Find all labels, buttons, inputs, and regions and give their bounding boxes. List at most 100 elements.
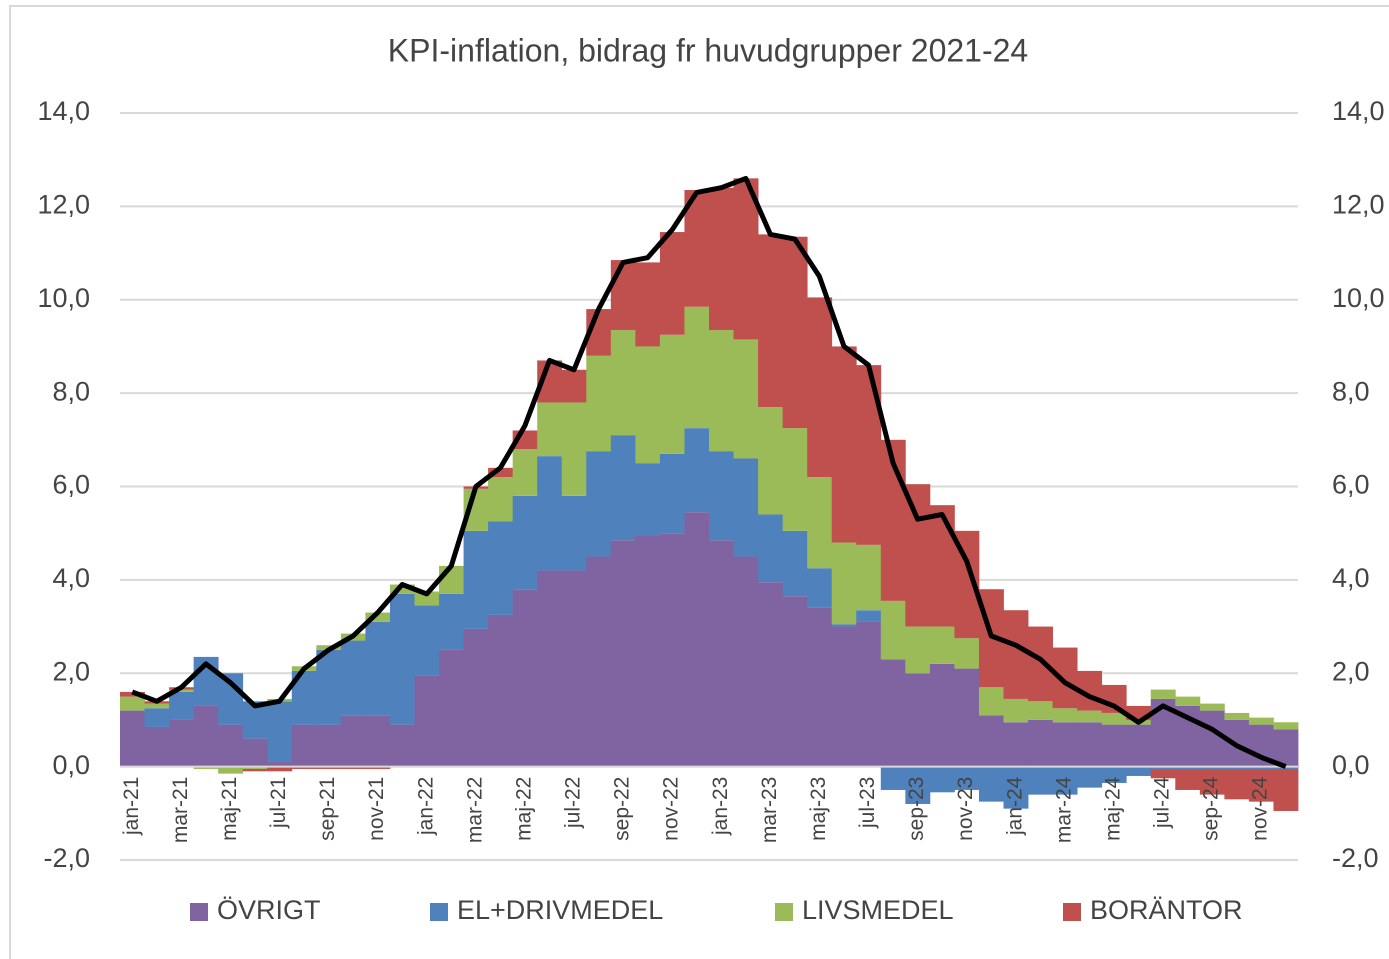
bar-segment <box>144 726 170 767</box>
bar-segment <box>340 715 366 767</box>
x-tick-label: sep-21 <box>316 777 339 841</box>
bar-segment <box>954 638 980 669</box>
y-tick-label: 6,0 <box>52 470 90 500</box>
bar-segment <box>512 495 538 590</box>
x-tick-label: sep-23 <box>905 777 928 841</box>
y-tick-label: -2,0 <box>43 843 90 873</box>
bar-segment <box>610 540 636 767</box>
bar-segment <box>831 542 857 625</box>
bar-segment <box>709 187 734 331</box>
legend-label: EL+DRIVMEDEL <box>457 895 663 925</box>
bar-segment <box>488 521 514 615</box>
bar-segment <box>561 495 587 571</box>
bar-segment <box>1150 766 1176 769</box>
bar-segment <box>1126 766 1152 776</box>
bar-segment <box>120 696 145 711</box>
bar-segment <box>905 484 931 627</box>
bar-segment <box>488 614 514 767</box>
bar-segment <box>856 621 882 767</box>
bar-segment <box>659 453 685 534</box>
y-tick-label: 4,0 <box>52 563 90 593</box>
bar-segment <box>1150 689 1176 699</box>
bar-segment <box>905 673 931 767</box>
bar-segment <box>905 626 931 674</box>
bar-segment <box>782 530 808 597</box>
bar-segment <box>218 724 244 767</box>
bar-segment <box>316 724 342 767</box>
bar-segment <box>1199 710 1225 767</box>
bar-segment <box>193 766 219 769</box>
bar-segment <box>1028 766 1053 795</box>
bar-segment <box>1150 768 1176 779</box>
bar-segment <box>1199 766 1225 769</box>
bar-segment <box>733 178 759 340</box>
x-tick-label: jul-23 <box>856 777 879 829</box>
chart-title: KPI-inflation, bidrag fr huvudgrupper 20… <box>388 32 1028 68</box>
bar-segment <box>905 766 931 804</box>
bar-segment <box>414 605 440 676</box>
bar-segment <box>144 708 170 727</box>
bar-segment <box>1077 710 1103 723</box>
bar-segment <box>1003 766 1029 809</box>
bar-segment <box>610 260 636 331</box>
bar-segment <box>1224 712 1250 720</box>
bar-segment <box>512 449 538 496</box>
bar-segment <box>537 402 563 457</box>
bar-segment <box>169 691 195 720</box>
bar-segment <box>340 640 366 716</box>
bar-segment <box>1273 729 1299 767</box>
bar-segment <box>1126 724 1152 767</box>
bar-segment <box>389 593 415 725</box>
bar-segment <box>561 570 587 767</box>
bar-segment <box>1199 703 1225 711</box>
chart-border <box>9 5 1389 959</box>
bar-segment <box>242 766 268 769</box>
bar-segment <box>561 369 587 403</box>
bar-segment <box>389 584 415 594</box>
bar-segment <box>144 703 170 709</box>
y2-tick-label: -2,0 <box>1332 843 1379 873</box>
bar-segment <box>831 626 857 767</box>
y2-tick-label: 12,0 <box>1332 190 1385 220</box>
bar-segment <box>1052 708 1078 723</box>
bar-segment <box>316 649 342 725</box>
bar-segment <box>267 766 293 772</box>
bar-segment <box>733 339 759 459</box>
bar-segment <box>1273 722 1299 730</box>
bar-segment <box>439 593 464 650</box>
bar-segment <box>1077 766 1103 788</box>
bar-segment <box>709 540 734 767</box>
bar-segment <box>880 659 906 767</box>
y-tick-label: 14,0 <box>37 96 90 126</box>
x-tick-label: nov-23 <box>954 777 977 841</box>
x-tick-label: jul-21 <box>267 777 290 829</box>
bar-segment <box>1273 768 1299 811</box>
y2-tick-label: 4,0 <box>1332 563 1370 593</box>
bar-segment <box>242 768 268 772</box>
bar-segment <box>1028 719 1053 767</box>
bar-segment <box>880 766 906 790</box>
x-tick-label: nov-22 <box>660 777 683 841</box>
bar-segment <box>610 330 636 436</box>
bar-segment <box>586 556 612 767</box>
bar-segment <box>856 544 882 611</box>
bar-segment <box>1003 698 1029 723</box>
legend-swatch <box>430 903 448 921</box>
bar-segment <box>831 624 857 627</box>
bar-segment <box>1028 701 1053 720</box>
bar-segment <box>267 701 293 762</box>
bar-segment <box>512 589 538 767</box>
bar-segment <box>1248 768 1274 802</box>
bar-segment <box>635 346 661 464</box>
x-tick-label: mar-21 <box>169 777 192 844</box>
x-tick-label: nov-24 <box>1249 776 1272 841</box>
bar-segment <box>1101 712 1127 725</box>
bar-segment <box>684 190 710 307</box>
x-tick-label: jan-23 <box>709 777 732 836</box>
bar-segment <box>954 766 980 790</box>
bar-segment <box>389 724 415 767</box>
bar-segment <box>463 530 489 629</box>
bar-segment <box>193 705 219 767</box>
bar-segment <box>291 766 317 769</box>
bar-segment <box>929 505 955 627</box>
